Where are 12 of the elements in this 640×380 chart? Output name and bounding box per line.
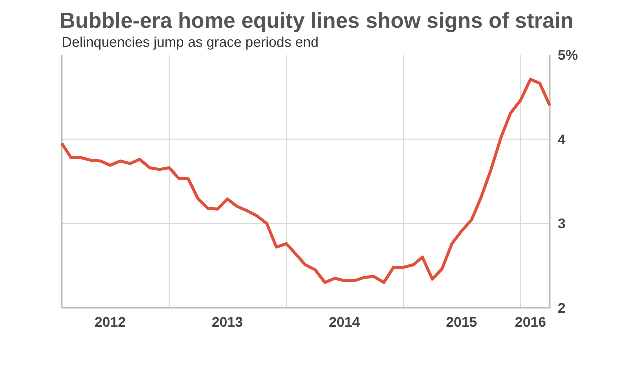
- x-tick-label: 2012: [94, 314, 126, 330]
- y-tick-label: 5%: [558, 47, 579, 63]
- x-tick-label: 2015: [446, 314, 478, 330]
- x-tick-label: 2014: [329, 314, 360, 330]
- x-tick-label: 2016: [515, 314, 547, 330]
- chart-title: Bubble-era home equity lines show signs of strain: [60, 9, 574, 33]
- y-tick-label: 4: [558, 131, 566, 148]
- y-tick-label: 2: [558, 300, 566, 316]
- line-series: [60, 78, 552, 284]
- x-tick-label: 2013: [212, 314, 244, 330]
- chart-subtitle: Delinquencies jump as grace periods end: [62, 34, 319, 50]
- y-tick-label: 3: [558, 216, 566, 232]
